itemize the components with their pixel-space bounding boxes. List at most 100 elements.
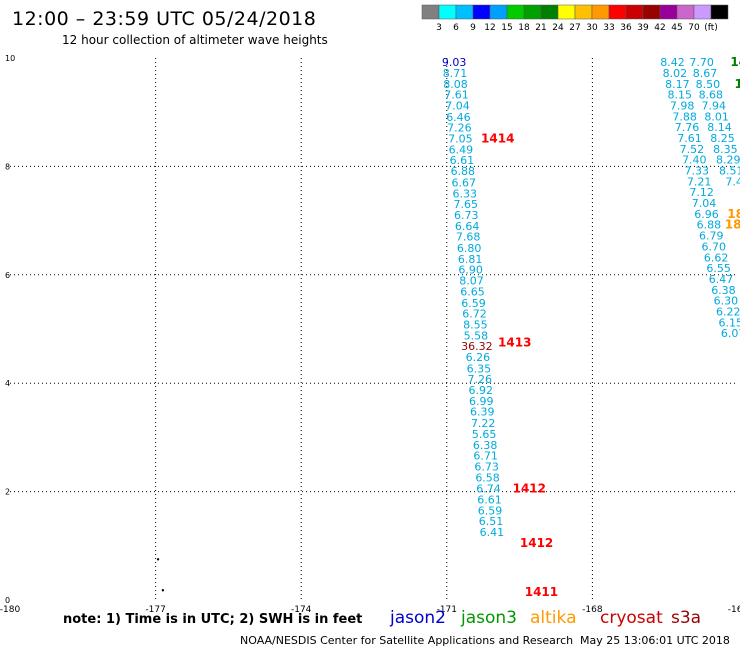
wave-height-label: 6.58 [475, 471, 500, 484]
wave-height-label: 8.08 [443, 78, 468, 91]
satellite-legend-item: cryosat [600, 608, 663, 628]
wave-height-label: 8.07 [459, 275, 484, 288]
chart-subtitle: 12 hour collection of altimeter wave hei… [62, 33, 328, 47]
wave-height-label: 7.76 [675, 121, 700, 134]
satellite-legend-item: s3a [671, 608, 702, 628]
wave-height-label: 6.38 [473, 439, 498, 452]
wave-height-label: 6.41 [480, 526, 505, 539]
colorbar-swatch [693, 4, 712, 20]
wave-height-label: 6.80 [457, 242, 482, 255]
x-tick-label: -168 [582, 605, 603, 615]
colorbar-swatch [591, 4, 610, 20]
wave-height-label: 6.81 [458, 253, 483, 266]
wave-height-label: 6.61 [477, 494, 502, 507]
wave-height-label: 7.52 [680, 143, 705, 156]
wave-height-label: 6.90 [458, 264, 483, 277]
edge-time-label: 18 [727, 207, 740, 221]
wave-height-label: 6.39 [470, 406, 495, 419]
colorbar-swatch [455, 4, 474, 20]
colorbar-label: 21 [535, 23, 546, 33]
wave-height-label: 8.68 [699, 89, 724, 102]
colorbar-label: 70 [688, 23, 700, 33]
wave-height-label: 7.68 [456, 231, 481, 244]
colorbar-label: 39 [637, 23, 649, 33]
wave-height-label: 7.04 [445, 99, 470, 112]
wave-height-label: 6.72 [462, 308, 487, 321]
colorbar-label: 18 [518, 23, 530, 33]
wave-height-label: 6.59 [478, 504, 503, 517]
y-tick-label: 8 [5, 162, 10, 171]
satellite-legend-item: jason2 [390, 608, 446, 628]
data-point [161, 589, 165, 592]
wave-height-label: 7.05 [448, 133, 473, 146]
colorbar-swatch [608, 4, 627, 20]
colorbar-swatch [625, 4, 644, 20]
wave-height-label: 6.73 [454, 209, 479, 222]
wave-height-label: 8.02 [663, 67, 688, 80]
y-tick-label: 10 [5, 54, 15, 63]
x-tick-label: -165 [728, 605, 740, 615]
colorbar-swatch [659, 4, 678, 20]
colorbar-swatch [574, 4, 593, 20]
wave-height-label: 7.04 [692, 197, 717, 210]
wave-height-label: 6.67 [452, 176, 477, 189]
wave-height-label: 6.62 [704, 251, 729, 264]
wave-height-label: 6.99 [469, 395, 494, 408]
wave-height-label: 6.88 [451, 165, 476, 178]
wave-height-label: 8.51 [719, 165, 740, 178]
x-tick-label: -171 [437, 605, 457, 615]
wave-height-label: 6.71 [473, 450, 498, 463]
wave-height-label: 8.50 [696, 78, 721, 91]
wave-height-label: 7.26 [447, 122, 472, 135]
colorbar-swatch [676, 4, 695, 20]
wave-height-label: 6.65 [460, 285, 485, 298]
x-tick-label: -180 [0, 605, 20, 615]
wave-height-label: 7.26 [468, 373, 493, 386]
footer-credit: NOAA/NESDIS Center for Satellite Applica… [240, 634, 574, 647]
wave-height-label: 6.15 [718, 316, 740, 329]
wave-height-label: 9.03 [442, 56, 467, 69]
wave-height-label: 6.26 [466, 351, 491, 364]
wave-height-label: 6.79 [699, 230, 724, 243]
wave-height-label: 6.38 [711, 284, 736, 297]
colorbar-label: 24 [552, 23, 564, 33]
wave-height-label: 7.40 [682, 154, 707, 167]
wave-height-label: 6.61 [450, 154, 475, 167]
y-tick-label: 2 [5, 488, 10, 497]
colorbar-label: 33 [603, 23, 614, 33]
wave-height-label: 8.67 [693, 67, 718, 80]
wave-height-label: 6.74 [476, 483, 501, 496]
wave-height-label: 6.22 [716, 305, 740, 318]
wave-height-label: 8.25 [710, 132, 735, 145]
wave-height-label: 7.88 [672, 110, 697, 123]
wave-height-label: 7.98 [670, 99, 695, 112]
wave-height-label: 36.32 [461, 340, 493, 353]
edge-time-label: 145 [730, 55, 740, 69]
y-tick-label: 0 [5, 596, 10, 605]
wave-height-label: 6.55 [706, 262, 731, 275]
footer-timestamp: May 25 13:06:01 UTC 2018 [580, 634, 730, 647]
pass-time-label: 1412 [520, 536, 553, 550]
colorbar-label: 6 [453, 23, 459, 33]
wave-height-label: 6.59 [461, 297, 486, 310]
colorbar-swatch [489, 4, 508, 20]
wave-height-label: 8.15 [668, 89, 693, 102]
wave-height-label: 6.07 [721, 327, 740, 340]
y-tick-label: 4 [5, 379, 10, 388]
colorbar-swatch [421, 4, 440, 20]
chart-title: 12:00 – 23:59 UTC 05/24/2018 [12, 8, 317, 30]
wave-height-label: 6.70 [701, 240, 726, 253]
colorbar-label: 9 [470, 23, 476, 33]
colorbar-label: 27 [569, 23, 580, 33]
wave-height-label: 8.17 [665, 78, 690, 91]
x-tick-label: -174 [291, 605, 312, 615]
wave-height-label: 7.70 [689, 56, 714, 69]
wave-height-label: 7.33 [684, 165, 709, 178]
wave-height-label: 6.51 [479, 515, 504, 528]
pass-time-label: 1412 [513, 482, 546, 496]
colorbar-label: 36 [620, 23, 632, 33]
wave-height-label: 7.61 [677, 132, 702, 145]
wave-height-label: 7.65 [453, 198, 478, 211]
